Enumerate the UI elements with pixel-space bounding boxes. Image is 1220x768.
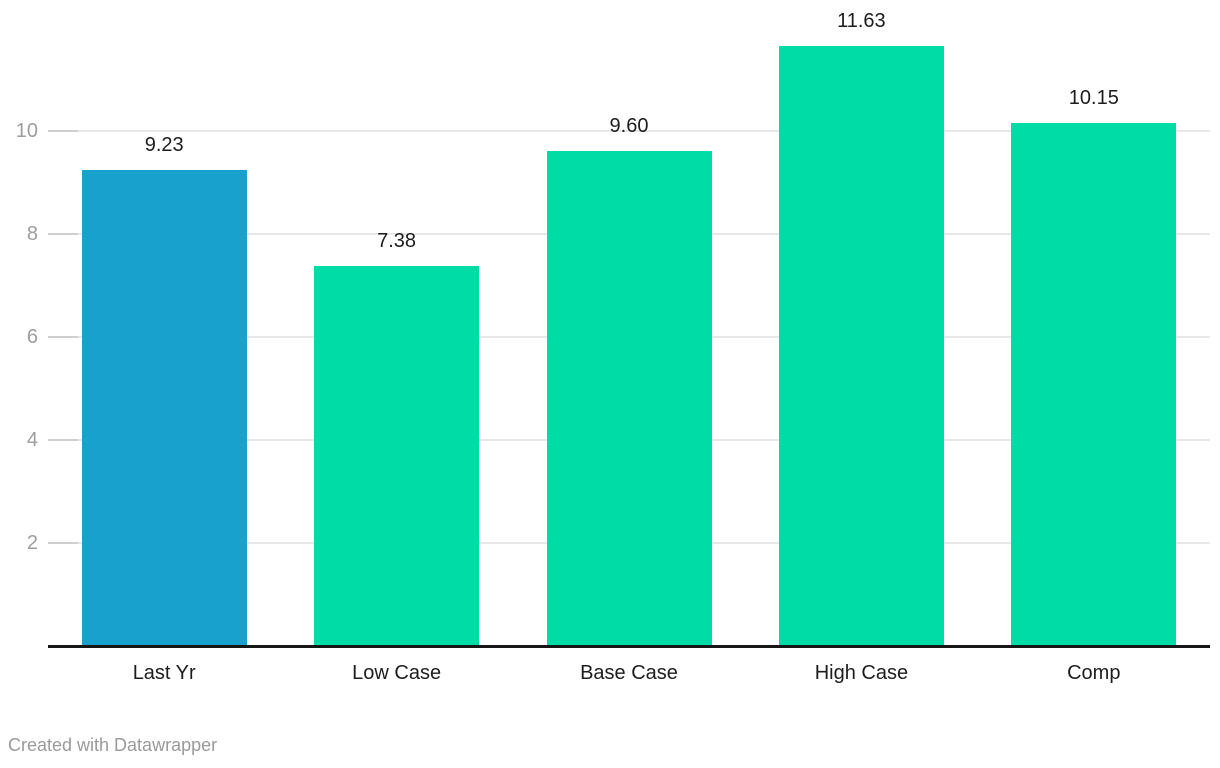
y-axis-tick <box>48 541 78 544</box>
y-axis-tick <box>48 232 78 235</box>
bar-value-label: 9.23 <box>144 134 184 157</box>
bar-low-case[interactable] <box>314 265 480 646</box>
y-axis-tick <box>48 335 78 338</box>
bar-value-label: 7.38 <box>377 229 417 252</box>
bar-comp[interactable] <box>1011 122 1177 646</box>
bar-value-label: 10.15 <box>1068 86 1119 109</box>
y-axis-tick <box>48 129 78 132</box>
x-axis-category-label: High Case <box>814 662 909 684</box>
x-axis-baseline <box>48 645 1210 648</box>
bar-value-label: 9.60 <box>609 115 649 138</box>
datawrapper-credit-link[interactable]: Created with Datawrapper <box>8 735 218 755</box>
y-axis-tick-label: 10 <box>15 119 38 142</box>
bar-high-case[interactable] <box>778 46 944 646</box>
y-axis-tick-label: 2 <box>26 531 38 554</box>
bar-base-case[interactable] <box>546 151 712 646</box>
x-axis-category-label: Low Case <box>352 662 442 684</box>
y-axis-tick-label: 6 <box>26 325 38 348</box>
y-gridline <box>48 129 1210 132</box>
bar-value-label: 11.63 <box>837 10 886 33</box>
y-axis-tick-label: 4 <box>26 428 38 451</box>
bar-last-yr[interactable] <box>81 170 247 646</box>
x-axis-category-label: Comp <box>1067 662 1121 684</box>
y-axis-tick-label: 8 <box>26 222 38 245</box>
x-axis-category-label: Last Yr <box>132 662 196 684</box>
x-axis-category-label: Base Case <box>580 662 678 684</box>
y-axis-tick <box>48 438 78 441</box>
